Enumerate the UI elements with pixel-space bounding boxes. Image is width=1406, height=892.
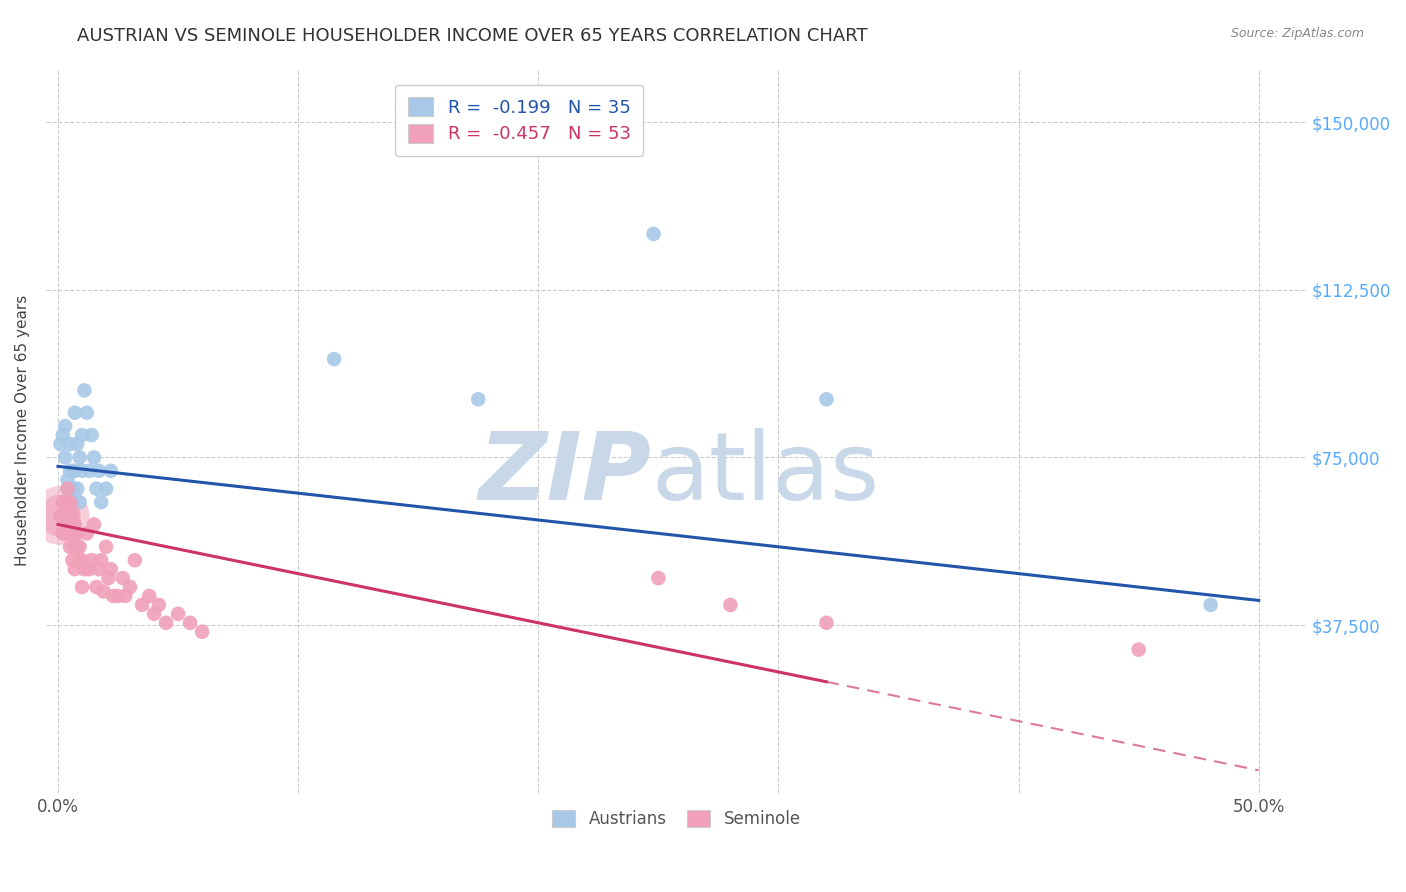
Point — [56, 482, 79, 496]
Point — [643, 227, 665, 241]
Point — [52, 428, 75, 442]
Text: Source: ZipAtlas.com: Source: ZipAtlas.com — [1230, 27, 1364, 40]
Point — [167, 607, 190, 621]
Point — [70, 553, 93, 567]
Point — [66, 540, 89, 554]
Point — [647, 571, 669, 585]
Point — [59, 517, 82, 532]
Legend: Austrians, Seminole: Austrians, Seminole — [546, 804, 807, 835]
Point — [1128, 642, 1150, 657]
Point — [1199, 598, 1222, 612]
Point — [60, 526, 83, 541]
Point — [63, 540, 86, 554]
Point — [63, 406, 86, 420]
Point — [97, 571, 120, 585]
Point — [53, 526, 76, 541]
Point — [148, 598, 170, 612]
Point — [66, 437, 89, 451]
Point — [70, 464, 93, 478]
Point — [49, 508, 72, 523]
Text: ZIP: ZIP — [478, 428, 651, 520]
Point — [138, 589, 160, 603]
Point — [66, 526, 89, 541]
Point — [100, 562, 122, 576]
Point — [60, 553, 83, 567]
Y-axis label: Householder Income Over 65 years: Householder Income Over 65 years — [15, 295, 30, 566]
Point — [83, 450, 105, 465]
Point — [53, 419, 76, 434]
Point — [49, 508, 72, 523]
Point — [73, 384, 96, 398]
Point — [69, 553, 91, 567]
Point — [73, 562, 96, 576]
Point — [86, 580, 108, 594]
Point — [143, 607, 166, 621]
Point — [131, 598, 153, 612]
Point — [100, 464, 122, 478]
Point — [53, 508, 76, 523]
Point — [93, 584, 115, 599]
Point — [87, 464, 110, 478]
Point — [77, 562, 100, 576]
Point — [53, 450, 76, 465]
Point — [90, 495, 112, 509]
Point — [77, 464, 100, 478]
Point — [60, 508, 83, 523]
Point — [70, 428, 93, 442]
Point — [83, 517, 105, 532]
Point — [69, 540, 91, 554]
Point — [191, 624, 214, 639]
Point — [56, 473, 79, 487]
Point — [52, 495, 75, 509]
Point — [80, 553, 103, 567]
Point — [59, 495, 82, 509]
Point — [63, 562, 86, 576]
Point — [59, 540, 82, 554]
Point — [80, 428, 103, 442]
Point — [59, 437, 82, 451]
Point — [63, 517, 86, 532]
Point — [124, 553, 146, 567]
Point — [107, 589, 129, 603]
Point — [60, 464, 83, 478]
Point — [56, 495, 79, 509]
Point — [90, 553, 112, 567]
Point — [69, 495, 91, 509]
Point — [66, 482, 89, 496]
Text: AUSTRIAN VS SEMINOLE HOUSEHOLDER INCOME OVER 65 YEARS CORRELATION CHART: AUSTRIAN VS SEMINOLE HOUSEHOLDER INCOME … — [77, 27, 868, 45]
Point — [467, 392, 489, 407]
Point — [815, 615, 838, 630]
Point — [60, 482, 83, 496]
Point — [49, 508, 72, 523]
Point — [103, 589, 125, 603]
Point — [87, 562, 110, 576]
Point — [815, 392, 838, 407]
Point — [63, 464, 86, 478]
Point — [56, 508, 79, 523]
Point — [111, 571, 134, 585]
Point — [76, 526, 98, 541]
Point — [94, 482, 117, 496]
Point — [69, 450, 91, 465]
Point — [118, 580, 141, 594]
Point — [49, 437, 72, 451]
Point — [52, 526, 75, 541]
Point — [70, 580, 93, 594]
Point — [59, 464, 82, 478]
Point — [56, 482, 79, 496]
Point — [718, 598, 741, 612]
Point — [155, 615, 177, 630]
Point — [59, 495, 82, 509]
Point — [86, 482, 108, 496]
Point — [76, 406, 98, 420]
Point — [323, 352, 346, 367]
Point — [114, 589, 136, 603]
Point — [94, 540, 117, 554]
Text: atlas: atlas — [651, 428, 879, 520]
Point — [179, 615, 201, 630]
Point — [60, 495, 83, 509]
